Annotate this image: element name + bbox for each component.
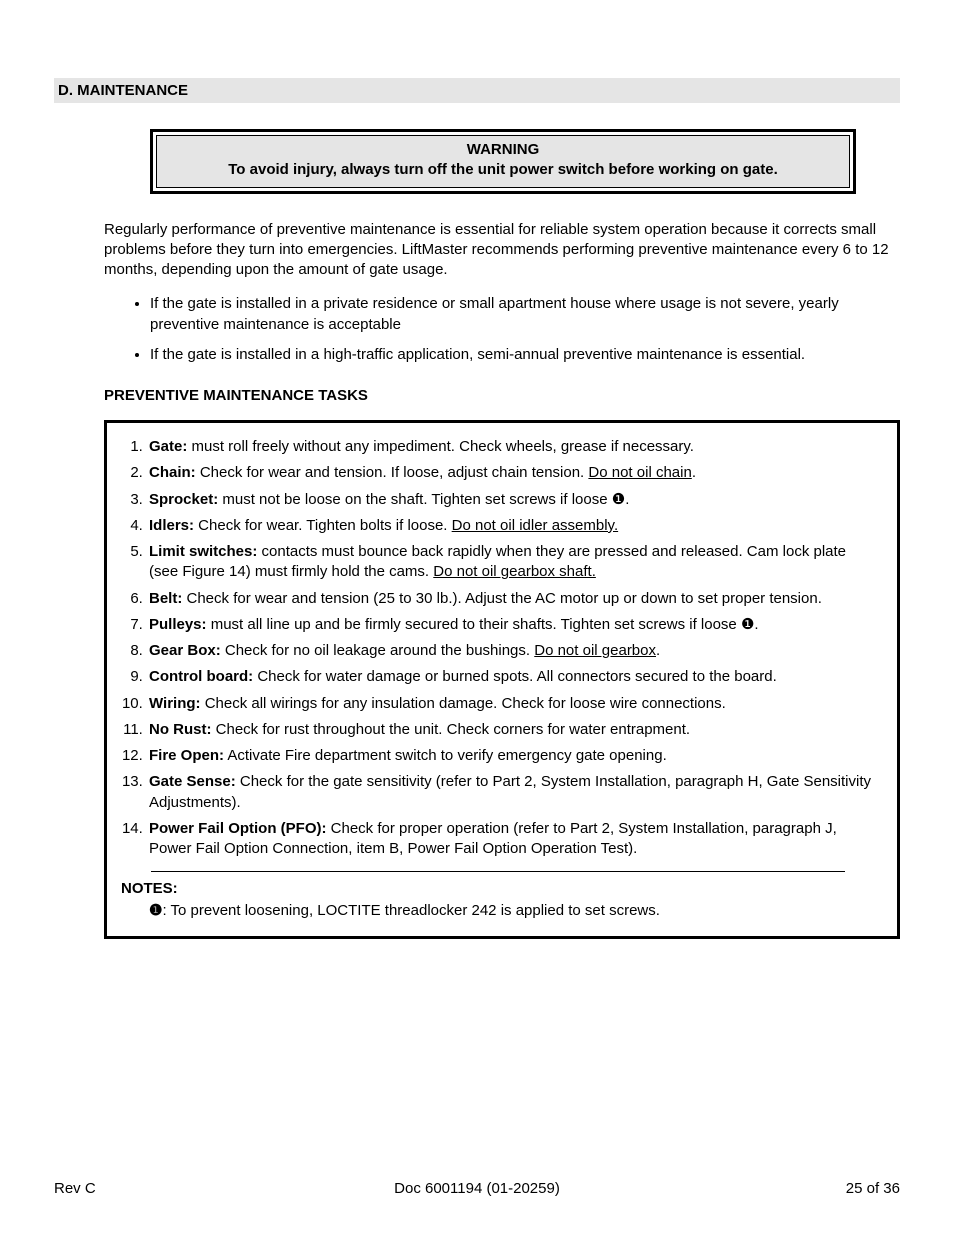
task-item: Idlers: Check for wear. Tighten bolts if… [147, 516, 879, 536]
task-label: Wiring: [149, 695, 201, 712]
tasks-subheading: PREVENTIVE MAINTENANCE TASKS [104, 387, 900, 404]
task-underlined: Do not oil gearbox shaft. [433, 563, 596, 580]
task-label: Chain: [149, 464, 196, 481]
task-label: Power Fail Option (PFO): [149, 820, 327, 837]
task-punct: . [656, 642, 660, 659]
task-label: Gear Box: [149, 642, 221, 659]
notes-heading: NOTES: [121, 880, 879, 897]
task-label: Gate: [149, 438, 187, 455]
task-item: Power Fail Option (PFO): Check for prope… [147, 819, 879, 860]
task-label: Limit switches: [149, 543, 257, 560]
note-symbol-icon: ❶ [741, 616, 754, 633]
task-item: Limit switches: contacts must bounce bac… [147, 542, 879, 583]
task-item: Wiring: Check all wirings for any insula… [147, 694, 879, 714]
note-symbol-icon: ❶ [149, 902, 162, 919]
task-label: Sprocket: [149, 491, 218, 508]
notes-line: ❶: To prevent loosening, LOCTITE threadl… [149, 901, 879, 921]
task-body: Check for rust throughout the unit. Chec… [212, 721, 691, 738]
warning-inner: WARNING To avoid injury, always turn off… [156, 135, 850, 188]
notes-text: : To prevent loosening, LOCTITE threadlo… [162, 902, 659, 919]
task-body: must all line up and be firmly secured t… [207, 616, 741, 633]
task-label: Control board: [149, 668, 253, 685]
task-item: Gear Box: Check for no oil leakage aroun… [147, 641, 879, 661]
page-footer: Rev C Doc 6001194 (01-20259) 25 of 36 [54, 1180, 900, 1197]
task-item: Gate: must roll freely without any imped… [147, 437, 879, 457]
task-item: Fire Open: Activate Fire department swit… [147, 746, 879, 766]
task-item: Pulleys: must all line up and be firmly … [147, 615, 879, 635]
footer-left: Rev C [54, 1180, 96, 1197]
list-item: If the gate is installed in a high-traff… [150, 345, 846, 365]
task-item: Gate Sense: Check for the gate sensitivi… [147, 772, 879, 813]
task-body: Check for wear and tension (25 to 30 lb.… [182, 590, 822, 607]
notes-divider [151, 871, 845, 872]
warning-text: To avoid injury, always turn off the uni… [167, 160, 839, 180]
task-body: Check all wirings for any insulation dam… [201, 695, 726, 712]
footer-right: 25 of 36 [846, 1180, 900, 1197]
task-punct: . [692, 464, 696, 481]
task-underlined: Do not oil idler assembly. [452, 517, 618, 534]
task-body: Check for wear and tension. If loose, ad… [196, 464, 589, 481]
task-label: Idlers: [149, 517, 194, 534]
intro-bullets: If the gate is installed in a private re… [128, 294, 846, 365]
task-underlined: Do not oil chain [588, 464, 691, 481]
task-body: Check for water damage or burned spots. … [253, 668, 777, 685]
task-label: Belt: [149, 590, 182, 607]
task-body: Check for the gate sensitivity (refer to… [149, 773, 871, 810]
tasks-box: Gate: must roll freely without any imped… [104, 420, 900, 939]
task-body: must roll freely without any impediment.… [187, 438, 694, 455]
task-item: Belt: Check for wear and tension (25 to … [147, 589, 879, 609]
task-punct: . [625, 491, 629, 508]
task-body: Check for no oil leakage around the bush… [221, 642, 535, 659]
task-punct: . [754, 616, 758, 633]
tasks-list: Gate: must roll freely without any imped… [117, 437, 879, 859]
task-body: must not be loose on the shaft. Tighten … [218, 491, 612, 508]
list-item: If the gate is installed in a private re… [150, 294, 846, 335]
warning-title: WARNING [167, 140, 839, 160]
task-item: Chain: Check for wear and tension. If lo… [147, 463, 879, 483]
intro-paragraph: Regularly performance of preventive main… [104, 220, 900, 281]
warning-box: WARNING To avoid injury, always turn off… [150, 129, 856, 194]
task-body: Activate Fire department switch to verif… [224, 747, 667, 764]
task-item: No Rust: Check for rust throughout the u… [147, 720, 879, 740]
task-label: Gate Sense: [149, 773, 236, 790]
section-header: D. MAINTENANCE [54, 78, 900, 103]
task-label: Pulleys: [149, 616, 207, 633]
task-underlined: Do not oil gearbox [534, 642, 656, 659]
task-item: Control board: Check for water damage or… [147, 667, 879, 687]
task-body: Check for wear. Tighten bolts if loose. [194, 517, 452, 534]
document-page: D. MAINTENANCE WARNING To avoid injury, … [0, 0, 954, 1235]
task-label: No Rust: [149, 721, 212, 738]
task-item: Sprocket: must not be loose on the shaft… [147, 490, 879, 510]
task-label: Fire Open: [149, 747, 224, 764]
note-symbol-icon: ❶ [612, 491, 625, 508]
footer-center: Doc 6001194 (01-20259) [54, 1180, 900, 1197]
